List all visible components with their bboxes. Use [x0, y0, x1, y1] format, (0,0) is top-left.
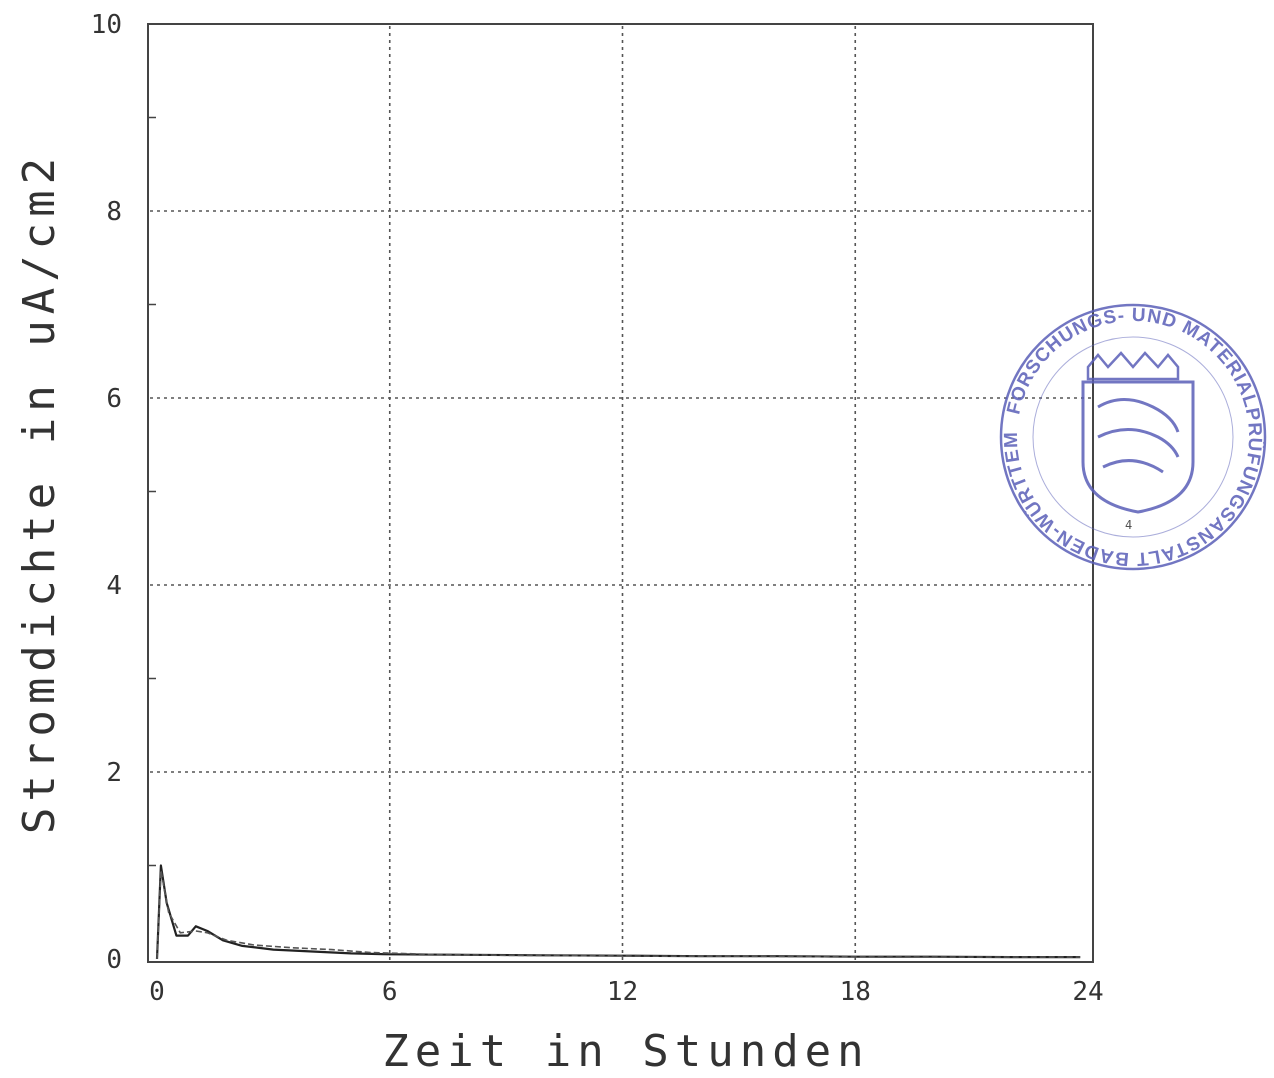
seal-shield [1081, 380, 1195, 514]
y-tick-label: 10 [91, 10, 122, 40]
series-line-1 [155, 864, 1081, 960]
x-tick-label: 18 [840, 977, 871, 1007]
x-tick-label: 12 [607, 977, 638, 1007]
y-axis-title: Stromdichte in uA/cm2 [14, 152, 65, 834]
svg-text:4: 4 [1125, 518, 1132, 532]
plot-frame [147, 23, 1094, 963]
x-tick-labels: 0 6 12 18 24 [149, 977, 1103, 1007]
grid-lines [148, 26, 1091, 960]
x-tick-label: 24 [1072, 977, 1103, 1007]
x-tick-label: 6 [382, 977, 398, 1007]
y-tick-label: 0 [106, 945, 122, 975]
series-line-2 [156, 869, 1081, 960]
institution-seal: FORSCHUNGS- UND MATERIALPRÜFUNGSANSTALT … [999, 303, 1267, 571]
seal-lettering: FORSCHUNGS- UND MATERIALPRÜFUNGSANSTALT … [1001, 305, 1264, 569]
y-tick-label: 8 [106, 197, 122, 227]
y-tick-label: 6 [106, 384, 122, 414]
data-series [155, 864, 1081, 960]
y-tick-label: 2 [106, 758, 122, 788]
y-tick-label: 4 [106, 571, 122, 601]
x-axis-title: Zeit in Stunden [382, 1026, 869, 1077]
svg-text:FORSCHUNGS- UND MATERIALPRÜFUN: FORSCHUNGS- UND MATERIALPRÜFUNGSANSTALT … [1001, 305, 1265, 569]
x-tick-label: 0 [149, 977, 165, 1007]
y-tick-labels: 0 2 4 6 8 10 [91, 10, 122, 975]
